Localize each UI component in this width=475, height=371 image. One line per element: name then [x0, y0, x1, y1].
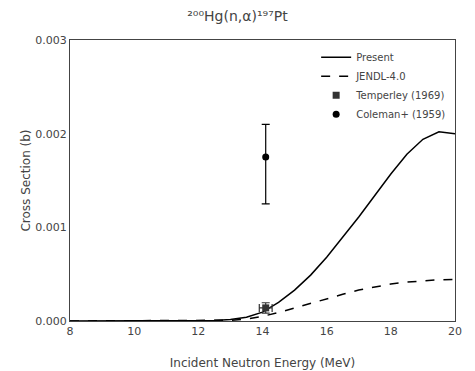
svg-text:16: 16 — [320, 325, 334, 338]
svg-text:10: 10 — [127, 325, 141, 338]
svg-text:0.003: 0.003 — [35, 34, 67, 47]
svg-text:18: 18 — [384, 325, 398, 338]
svg-text:²⁰⁰Hg(n,α)¹⁹⁷Pt: ²⁰⁰Hg(n,α)¹⁹⁷Pt — [187, 8, 288, 24]
svg-text:8: 8 — [67, 325, 74, 338]
svg-text:Coleman+ (1959): Coleman+ (1959) — [356, 109, 445, 120]
svg-text:14: 14 — [256, 325, 270, 338]
svg-text:Incident Neutron Energy (MeV): Incident Neutron Energy (MeV) — [170, 356, 355, 370]
svg-text:Present: Present — [356, 52, 394, 63]
svg-text:Cross Section (b): Cross Section (b) — [19, 129, 33, 231]
svg-text:0.000: 0.000 — [35, 315, 67, 328]
svg-text:20: 20 — [448, 325, 462, 338]
svg-text:Temperley (1969): Temperley (1969) — [355, 90, 444, 101]
svg-text:12: 12 — [191, 325, 205, 338]
svg-text:0.001: 0.001 — [35, 221, 67, 234]
svg-text:0.002: 0.002 — [35, 128, 67, 141]
svg-text:JENDL-4.0: JENDL-4.0 — [355, 71, 405, 82]
